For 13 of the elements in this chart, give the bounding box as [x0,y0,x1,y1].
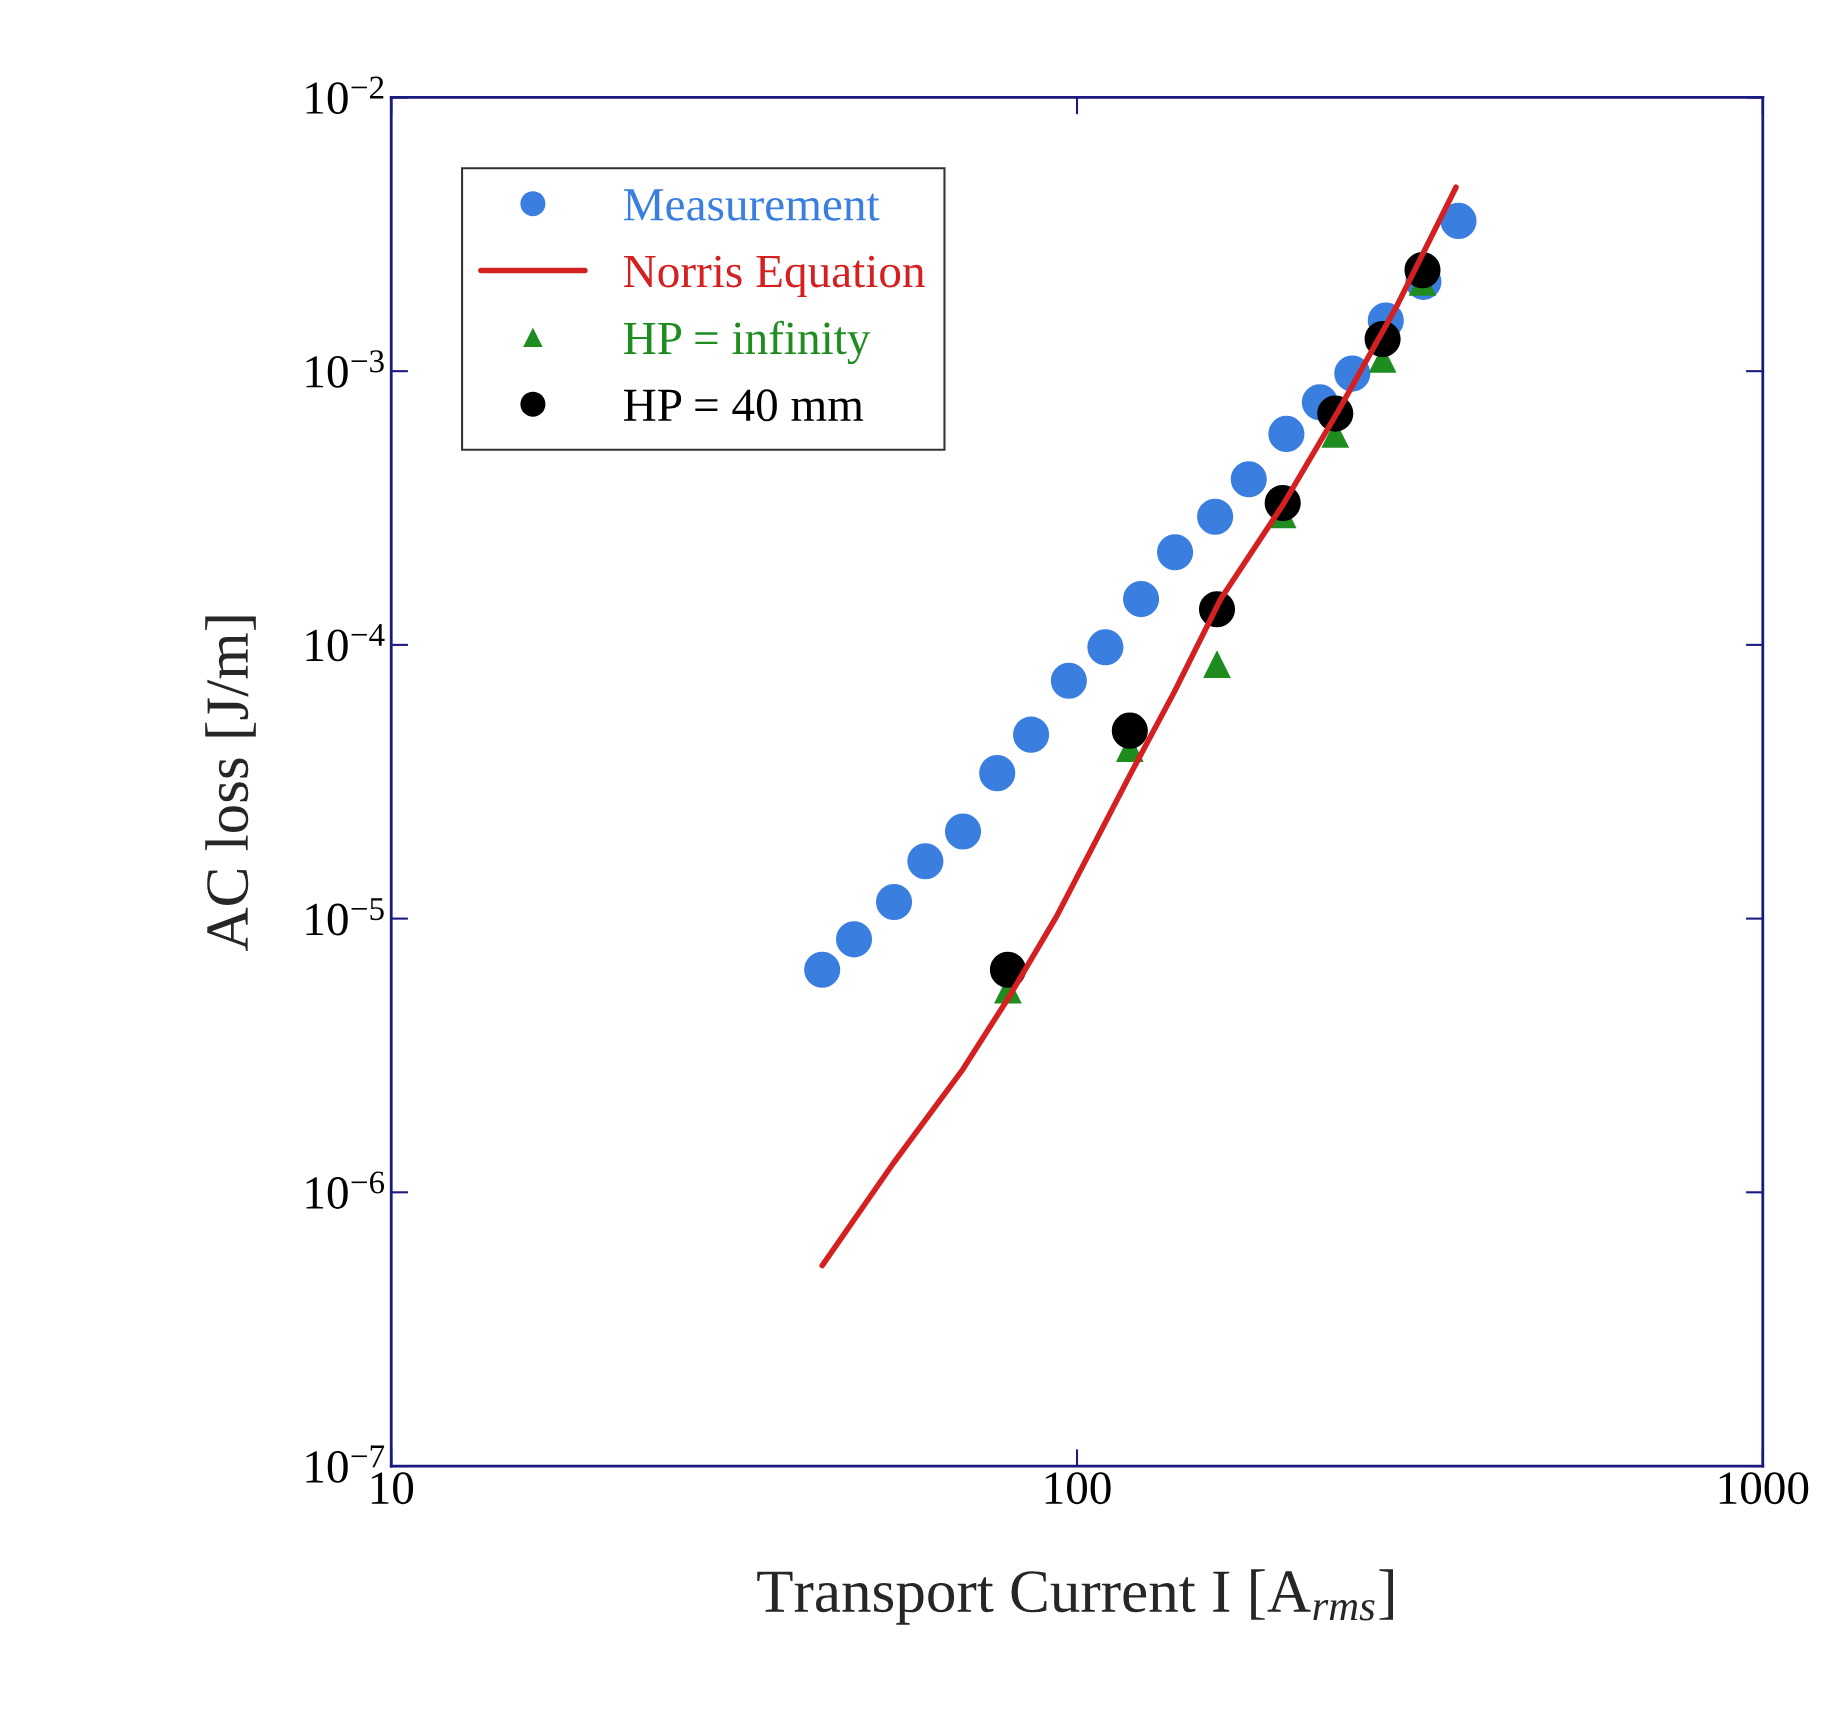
y-tick-label: 10$^{−5}$ [306,898,384,936]
y-tick-label: 10$^{−3}$ [306,350,384,388]
y-tick-label: 10$^{−6}$ [306,1171,385,1209]
legend-label: Norris Equation [623,255,925,298]
legend-label: Measurement [623,189,880,221]
y-tick-label: 10$^{−2}$ [306,76,384,115]
legend-label: HP = infinity [623,320,871,365]
x-tick-label: 100 [1045,1472,1111,1505]
y-axis-title: AC loss [J/m] [205,616,256,951]
x-axis-title: Transport Current I [A$_{rms}$] [757,1569,1393,1625]
legend-label: HP = 40 mm [623,389,864,422]
y-tick-label: 10$^{−4}$ [306,623,385,662]
x-tick-label: 1000 [1719,1472,1809,1505]
